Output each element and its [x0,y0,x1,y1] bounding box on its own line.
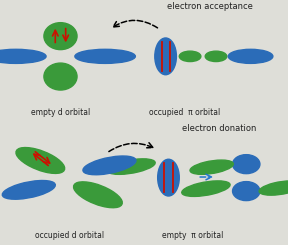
Text: empty d orbital: empty d orbital [31,108,90,117]
Ellipse shape [233,155,260,174]
Ellipse shape [259,181,288,195]
Ellipse shape [0,49,46,63]
Ellipse shape [228,49,273,63]
Text: occupied d orbital: occupied d orbital [35,231,104,240]
Ellipse shape [205,51,227,61]
Ellipse shape [182,181,230,196]
Text: empty  π orbital: empty π orbital [162,231,224,240]
Ellipse shape [75,49,135,63]
Ellipse shape [179,51,201,61]
Ellipse shape [233,182,260,201]
Text: occupied  π orbital: occupied π orbital [149,108,220,117]
Ellipse shape [190,160,233,174]
Ellipse shape [158,159,179,196]
Ellipse shape [16,147,65,173]
Ellipse shape [73,182,122,208]
Ellipse shape [83,156,136,175]
Ellipse shape [107,159,155,174]
Ellipse shape [44,63,77,90]
Ellipse shape [44,23,77,49]
Text: electron donation: electron donation [182,124,256,133]
Ellipse shape [155,38,176,75]
Ellipse shape [2,181,55,199]
Text: electron acceptance: electron acceptance [167,1,253,11]
